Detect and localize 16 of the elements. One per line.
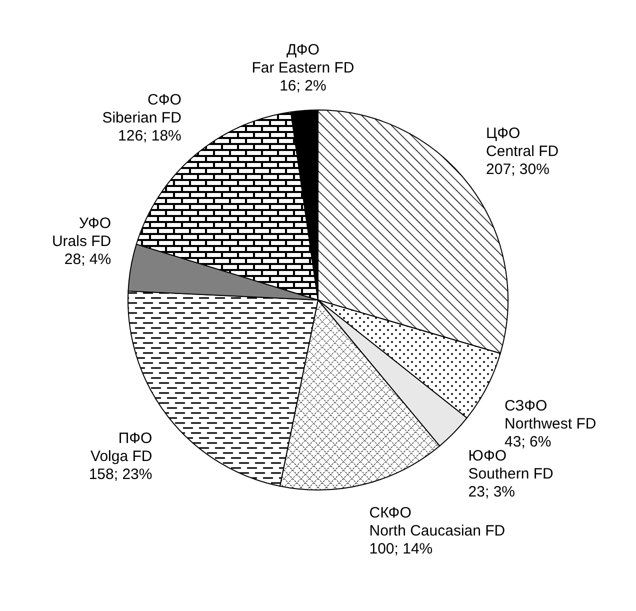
data-label: 16; 2% bbox=[280, 78, 326, 95]
slice-label: ЮФО Southern FD bbox=[468, 448, 554, 483]
data-label: 126; 18% bbox=[118, 127, 182, 144]
slice-label: ДФО Far Eastern FD bbox=[252, 42, 354, 77]
slice-label: СКФО North Caucasian FD bbox=[369, 504, 506, 540]
data-label: 43; 6% bbox=[504, 433, 552, 450]
data-label: 23; 3% bbox=[468, 484, 516, 501]
slice-label: ПФО Volga FD bbox=[90, 430, 152, 465]
data-label: 100; 14% bbox=[369, 540, 433, 558]
slice-label: ЦФО Central FD bbox=[486, 125, 559, 160]
slice-label: СФО Siberian FD bbox=[102, 91, 182, 126]
data-label: 158; 23% bbox=[88, 466, 152, 483]
data-label: 207; 30% bbox=[486, 161, 550, 178]
slice-label: УФО Urals FD bbox=[52, 214, 112, 250]
slice-label: СЗФО Northwest FD bbox=[504, 397, 596, 432]
data-label: 28; 4% bbox=[64, 250, 112, 268]
